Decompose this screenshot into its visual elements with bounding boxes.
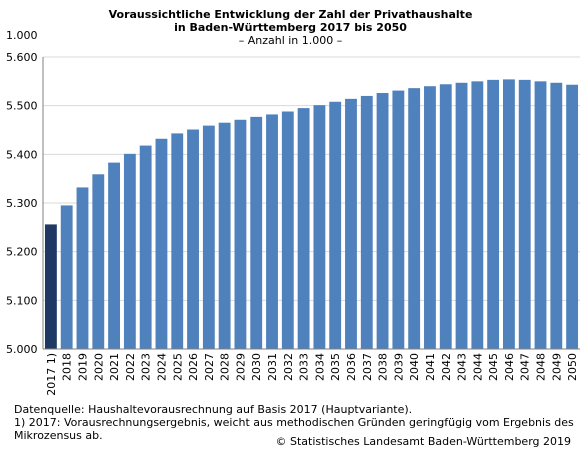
x-tick-label: 2050	[566, 353, 579, 381]
x-tick-label: 2029	[234, 353, 247, 381]
bar	[566, 84, 579, 350]
x-tick-label: 2017 1)	[45, 353, 58, 396]
bar	[123, 153, 136, 349]
x-tick-label: 2041	[424, 353, 437, 381]
source-note: Datenquelle: Haushaltevorausrechnung auf…	[14, 403, 413, 416]
x-tick-label: 2021	[108, 353, 121, 381]
bar	[439, 84, 452, 350]
footnote-line-2: Mikrozensus ab.	[14, 429, 103, 442]
bar	[218, 122, 231, 349]
bar	[313, 105, 326, 350]
x-tick-label: 2044	[471, 353, 484, 381]
x-tick-label: 2023	[140, 353, 153, 381]
bar	[281, 111, 294, 349]
x-tick-label: 2036	[345, 353, 358, 381]
x-tick-label: 2035	[329, 353, 342, 381]
bar	[187, 129, 199, 349]
x-tick-label: 2028	[219, 353, 232, 381]
x-tick-label: 2040	[408, 353, 421, 381]
bar	[518, 79, 531, 349]
bar	[550, 82, 563, 349]
bar	[487, 79, 500, 349]
bar	[76, 187, 89, 349]
x-tick-label: 2043	[456, 353, 469, 381]
bar	[250, 116, 263, 349]
chart-title-line2: in Baden-Württemberg 2017 bis 2050	[174, 21, 407, 34]
x-tick-label: 2018	[61, 353, 74, 381]
x-tick-label: 2031	[266, 353, 279, 381]
y-tick-label: 5.400	[6, 148, 38, 161]
bar	[376, 93, 389, 349]
x-tick-label: 2022	[124, 353, 137, 381]
bar	[455, 82, 468, 349]
x-tick-label: 2025	[171, 353, 184, 381]
x-tick-label: 2037	[361, 353, 374, 381]
copyright-notice: © Statistisches Landesamt Baden-Württemb…	[275, 435, 571, 448]
y-axis-unit-label: 1.000	[6, 29, 38, 42]
bar	[266, 114, 278, 349]
bar	[44, 224, 57, 349]
chart-subtitle: – Anzahl in 1.000 –	[238, 34, 343, 47]
x-tick-label: 2020	[92, 353, 105, 381]
bar	[60, 205, 73, 349]
chart-title: Voraussichtliche Entwicklung der Zahl de…	[108, 8, 473, 21]
x-tick-label: 2019	[76, 353, 89, 381]
bar	[171, 133, 184, 349]
bar	[108, 162, 120, 349]
y-tick-label: 5.100	[6, 294, 38, 307]
x-tick-label: 2047	[519, 353, 532, 381]
bar	[139, 145, 152, 349]
x-tick-label: 2032	[282, 353, 295, 381]
x-tick-label: 2049	[550, 353, 563, 381]
bar	[471, 81, 484, 349]
y-tick-label: 5.000	[6, 343, 38, 356]
x-tick-label: 2027	[203, 353, 216, 381]
y-tick-label: 5.500	[6, 100, 38, 113]
bar	[234, 119, 247, 349]
x-tick-label: 2026	[187, 353, 200, 381]
x-tick-label: 2042	[440, 353, 453, 381]
x-tick-label: 2038	[377, 353, 390, 381]
x-tick-label: 2030	[250, 353, 263, 381]
x-tick-label: 2039	[392, 353, 405, 381]
bar	[345, 98, 357, 349]
bar	[297, 108, 310, 349]
y-tick-label: 5.300	[6, 197, 38, 210]
y-tick-label: 5.600	[6, 51, 38, 64]
footnote-line-1: 1) 2017: Vorausrechnungsergebnis, weicht…	[14, 416, 574, 429]
x-tick-label: 2024	[155, 353, 168, 381]
bar	[408, 88, 421, 349]
bar	[424, 86, 436, 349]
bar	[329, 101, 342, 349]
bar	[392, 90, 405, 349]
x-tick-label: 2033	[298, 353, 311, 381]
bar	[503, 79, 515, 350]
x-tick-label: 2034	[313, 353, 326, 381]
x-tick-label: 2048	[535, 353, 548, 381]
y-tick-label: 5.200	[6, 246, 38, 259]
bar	[360, 95, 373, 349]
x-tick-label: 2046	[503, 353, 516, 381]
bar	[202, 125, 215, 350]
chart-title-block: Voraussichtliche Entwicklung der Zahl de…	[0, 8, 581, 47]
bar	[534, 81, 547, 349]
x-tick-label: 2045	[487, 353, 500, 381]
bar	[92, 174, 105, 349]
bar	[155, 138, 168, 349]
